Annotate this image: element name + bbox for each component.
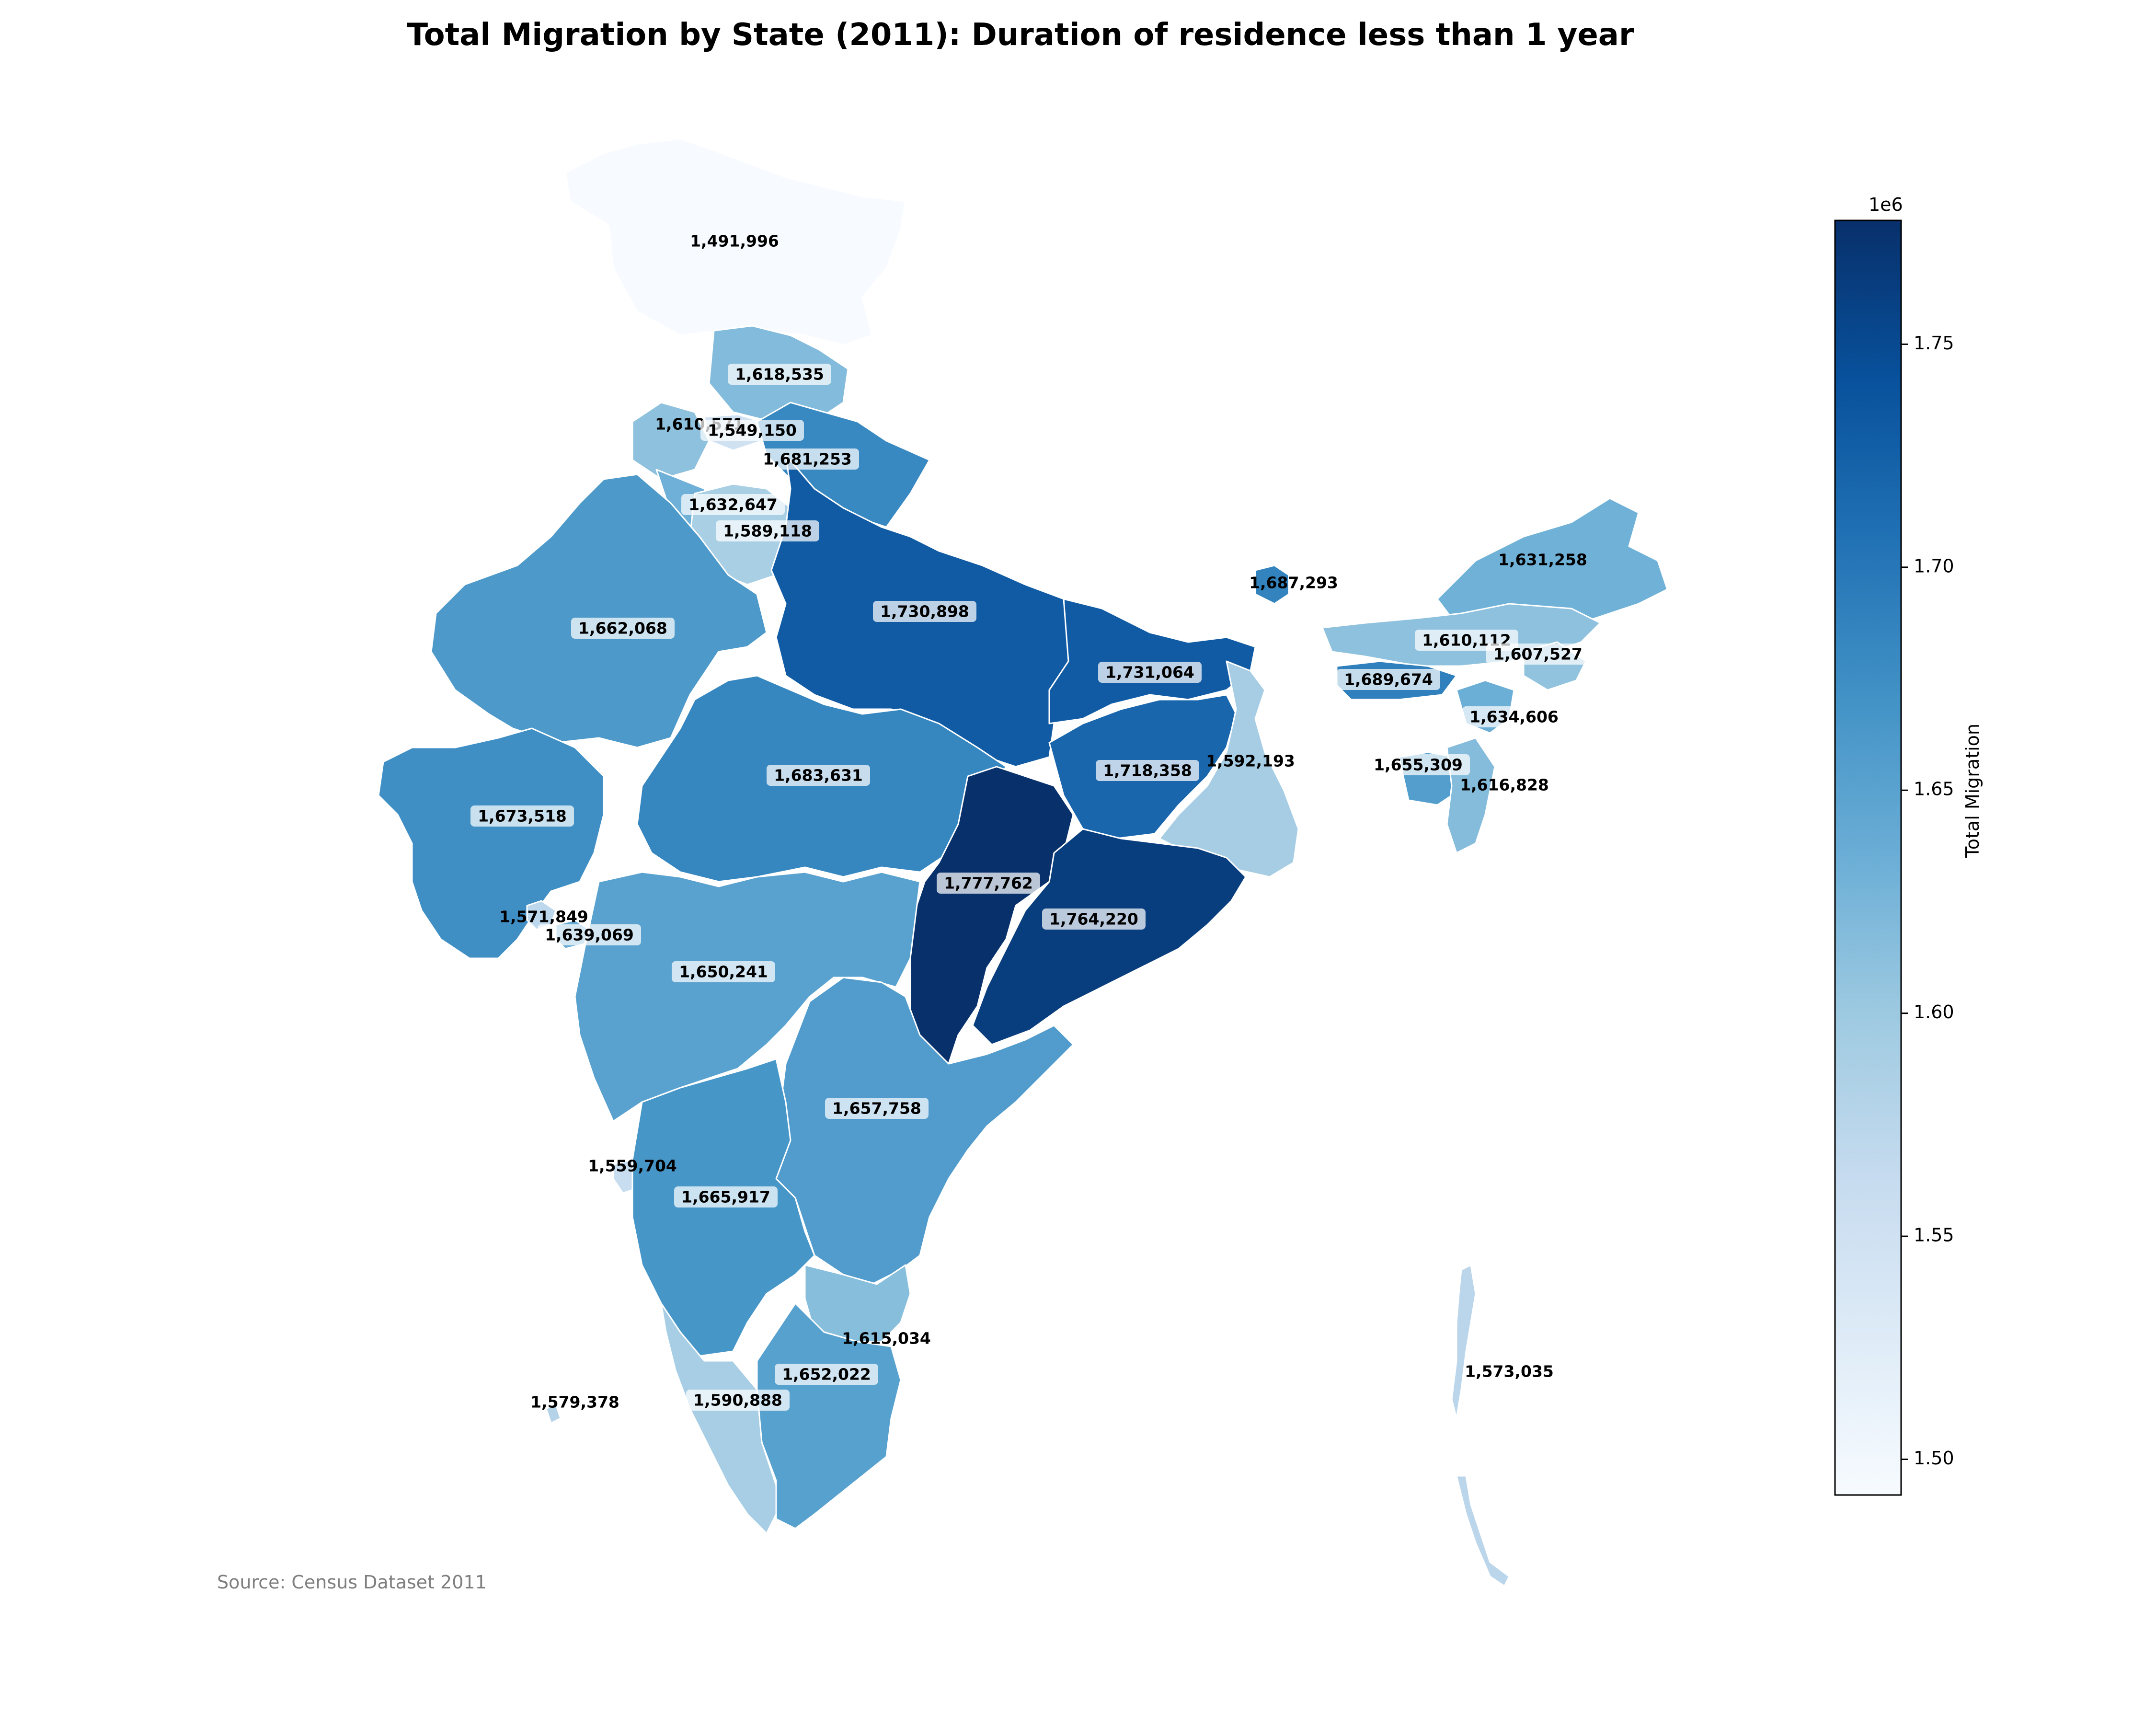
value-label: 1,777,762: [944, 874, 1033, 893]
value-label: 1,655,309: [1374, 756, 1463, 774]
value-label-box: [716, 520, 819, 541]
value-label: 1,579,378: [530, 1393, 619, 1412]
map-region: [631, 402, 710, 480]
value-label-box: [1096, 760, 1199, 781]
value-label: 1,607,527: [1493, 645, 1583, 664]
value-label: 1,665,917: [681, 1188, 770, 1207]
map-region: [660, 1302, 777, 1534]
value-label-box: [681, 494, 785, 515]
value-label-box: [767, 765, 870, 786]
value-label: 1,632,647: [688, 495, 778, 514]
value-label: 1,618,535: [735, 365, 824, 384]
value-label: 1,662,068: [578, 619, 667, 638]
map-region: [430, 473, 768, 748]
value-label: 1,634,606: [1469, 708, 1559, 726]
value-label-box: [825, 1098, 929, 1119]
map-region: [1254, 564, 1290, 605]
value-label-box: [686, 1390, 790, 1411]
value-label-box: [937, 873, 1040, 894]
value-label: 1,683,631: [774, 766, 863, 785]
value-label-box: [571, 618, 675, 639]
value-label: 1,615,034: [842, 1329, 931, 1348]
value-label-box: [728, 364, 831, 385]
colorbar-label: Total Migration: [1962, 724, 1983, 858]
value-label-box: [700, 420, 804, 441]
value-label: 1,631,258: [1498, 551, 1587, 569]
map-region: [1048, 598, 1256, 724]
colorbar-gradient: [1834, 219, 1902, 1496]
value-label: 1,589,118: [723, 522, 812, 540]
value-label-box: [775, 1364, 878, 1385]
value-label: 1,730,898: [880, 602, 969, 621]
colorbar-tick-label: 1.70: [1914, 555, 1954, 576]
colorbar-multiplier: 1e6: [1869, 194, 1903, 215]
value-label-box: [756, 448, 859, 470]
value-label-box: [1366, 754, 1470, 775]
value-label: 1,590,888: [693, 1391, 782, 1410]
map-region: [564, 138, 906, 346]
colorbar-tick-label: 1.50: [1914, 1448, 1954, 1469]
value-label: 1,681,253: [763, 450, 852, 469]
value-label-box: [674, 1186, 778, 1208]
value-label: 1,657,758: [832, 1099, 921, 1118]
value-label-box: [1337, 669, 1440, 690]
map-region: [1451, 1264, 1510, 1587]
value-label: 1,652,022: [782, 1365, 871, 1384]
value-label: 1,718,358: [1103, 761, 1192, 780]
value-label: 1,687,293: [1249, 574, 1338, 592]
value-label: 1,571,849: [499, 908, 588, 926]
value-label: 1,673,518: [478, 807, 567, 826]
value-label: 1,689,674: [1344, 670, 1433, 689]
colorbar-tick-label: 1.60: [1914, 1001, 1954, 1023]
source-note: Source: Census Dataset 2011: [217, 1572, 487, 1593]
value-label-box: [1486, 644, 1590, 665]
value-label: 1,731,064: [1105, 663, 1194, 682]
value-label: 1,764,220: [1049, 910, 1138, 929]
value-label: 1,491,996: [690, 232, 779, 251]
value-label: 1,559,704: [588, 1157, 677, 1175]
value-label-box: [1462, 706, 1566, 727]
value-label: 1,650,241: [679, 963, 768, 981]
value-label: 1,549,150: [708, 421, 797, 440]
value-label-box: [873, 601, 976, 622]
value-label: 1,592,193: [1206, 752, 1295, 770]
map-region: [909, 766, 1074, 1065]
map-region: [378, 727, 605, 959]
colorbar-tick-label: 1.75: [1914, 333, 1954, 354]
value-label: 1,616,828: [1460, 776, 1549, 794]
colorbar: 1.50 1.55 1.60 1.65 1.70 1.75: [1834, 219, 1954, 1496]
map-region: [1158, 660, 1299, 878]
value-label-box: [672, 961, 775, 982]
value-label: 1,573,035: [1465, 1362, 1554, 1381]
map-region: [972, 828, 1247, 1046]
colorbar-tick-label: 1.55: [1914, 1225, 1954, 1246]
value-label: 1,639,069: [545, 926, 634, 944]
value-label-box: [1042, 908, 1146, 930]
colorbar-tick-label: 1.65: [1914, 779, 1954, 800]
chart-title: Total Migration by State (2011): Duratio…: [407, 17, 1634, 53]
value-label-box: [470, 805, 574, 827]
map-region: [574, 871, 921, 1122]
map-region: [545, 1403, 562, 1424]
value-label-box: [538, 924, 641, 945]
value-label-box: [1098, 662, 1202, 683]
